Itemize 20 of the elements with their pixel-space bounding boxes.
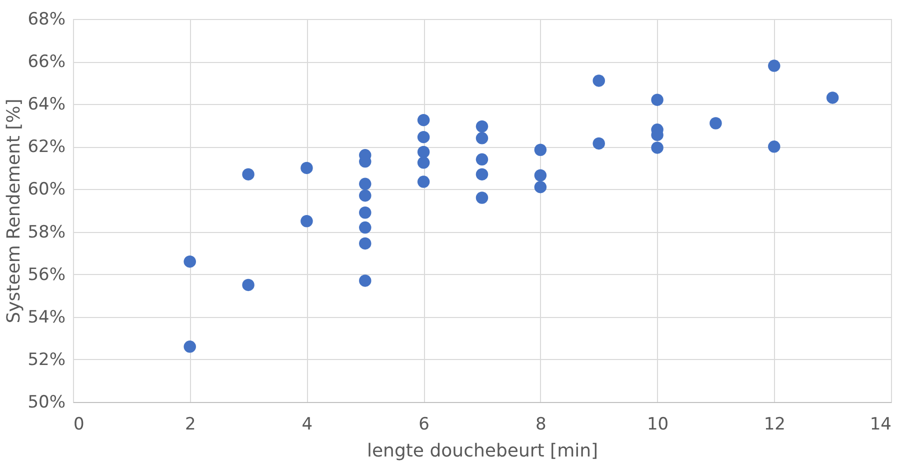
y-axis-title: Systeem Rendement [%] — [4, 98, 25, 324]
y-tick-label: 66% — [28, 52, 66, 72]
x-axis-title: lengte douchebeurt [min] — [366, 440, 598, 462]
x-tick-label: 0 — [74, 414, 84, 434]
x-tick-label: 10 — [646, 414, 669, 434]
y-tick-label: 52% — [28, 350, 66, 370]
x-tick-label: 8 — [536, 414, 546, 434]
y-tick-label: 68% — [28, 10, 66, 30]
x-tick-label: 6 — [418, 414, 430, 434]
y-tick-label: 62% — [28, 137, 66, 158]
x-tick-label: 2 — [184, 414, 196, 434]
x-tick-label: 4 — [302, 414, 313, 434]
y-tick-label: 56% — [28, 264, 66, 285]
y-tick-label: 50% — [28, 392, 66, 412]
x-tick-label: 14 — [870, 414, 892, 434]
y-tick-label: 64% — [28, 94, 66, 115]
y-tick-label: 58% — [28, 222, 66, 242]
y-tick-label: 54% — [28, 307, 66, 328]
y-tick-label: 60% — [28, 180, 66, 200]
x-tick-label: 12 — [764, 414, 786, 434]
